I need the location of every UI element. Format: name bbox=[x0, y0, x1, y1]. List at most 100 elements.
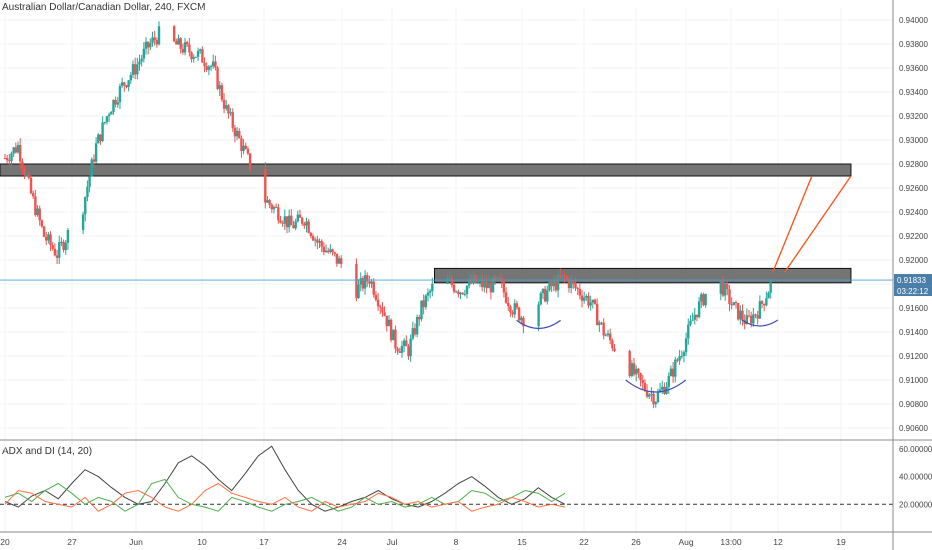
candle-body bbox=[689, 320, 692, 325]
candle-body bbox=[151, 37, 154, 44]
candle-body bbox=[565, 276, 569, 279]
candle-body bbox=[598, 322, 601, 326]
candle-body bbox=[179, 38, 182, 49]
candle-body bbox=[305, 221, 308, 226]
candle-body bbox=[34, 196, 37, 216]
candle-body bbox=[587, 295, 590, 306]
candle-body bbox=[552, 280, 555, 287]
candle-body bbox=[94, 143, 98, 162]
candle-body bbox=[697, 301, 701, 318]
price-tick-label: 0.92800 bbox=[899, 160, 928, 169]
candle-body bbox=[194, 56, 198, 58]
candle-body bbox=[190, 52, 193, 59]
candle-body bbox=[556, 274, 560, 291]
candle-body bbox=[695, 314, 699, 318]
candle-body bbox=[635, 368, 638, 375]
candle-body bbox=[522, 317, 525, 327]
candle-body bbox=[49, 234, 52, 246]
candle-body bbox=[55, 255, 59, 258]
candle-body bbox=[242, 145, 245, 152]
time-tick-label: 19 bbox=[836, 537, 846, 547]
candle-body bbox=[736, 303, 740, 320]
candle-body bbox=[281, 222, 284, 224]
candle-body bbox=[765, 298, 768, 306]
price-tick-label: 0.91600 bbox=[899, 304, 928, 313]
candle-body bbox=[608, 333, 612, 341]
candle-body bbox=[485, 281, 488, 289]
candle-body bbox=[628, 351, 631, 376]
candle-body bbox=[513, 303, 516, 315]
candle-body bbox=[81, 214, 85, 231]
candle-body bbox=[270, 204, 274, 210]
candle-body bbox=[511, 312, 514, 315]
candle-body bbox=[209, 66, 213, 68]
candle-body bbox=[186, 42, 189, 45]
candle-body bbox=[667, 376, 670, 388]
candle-body bbox=[398, 351, 401, 353]
candle-body bbox=[470, 278, 473, 283]
candle-body bbox=[420, 300, 423, 320]
candle-body bbox=[730, 304, 733, 306]
candle-body bbox=[507, 302, 510, 307]
candle-body bbox=[140, 58, 143, 62]
candle-body bbox=[602, 322, 605, 336]
candle-body bbox=[520, 317, 523, 321]
candle-body bbox=[476, 280, 480, 283]
candle-body bbox=[392, 329, 395, 341]
candle-body bbox=[248, 153, 252, 170]
candle-body bbox=[637, 368, 640, 374]
candle-body bbox=[767, 292, 770, 299]
candle-body bbox=[238, 130, 241, 139]
candle-body bbox=[199, 49, 202, 51]
candle-body bbox=[240, 138, 243, 152]
candle-body bbox=[363, 275, 367, 289]
candle-body bbox=[366, 275, 369, 282]
price-tick-label: 0.92000 bbox=[899, 256, 928, 265]
candle-body bbox=[496, 277, 499, 280]
candle-body bbox=[212, 61, 215, 67]
candle-body bbox=[721, 280, 725, 296]
candle-body bbox=[517, 307, 521, 321]
candle-body bbox=[546, 290, 549, 302]
candle-body bbox=[123, 82, 126, 86]
candle-body bbox=[201, 49, 204, 63]
candle-body bbox=[86, 186, 89, 197]
candle-body bbox=[326, 250, 330, 253]
candle-body bbox=[741, 310, 744, 321]
candle-body bbox=[682, 352, 686, 357]
candle-body bbox=[754, 314, 757, 316]
candle-body bbox=[383, 312, 386, 316]
candle-body bbox=[543, 288, 547, 302]
candle-body bbox=[149, 43, 152, 48]
indicator-tick-label: 20.00000 bbox=[899, 500, 932, 509]
candle-body bbox=[454, 291, 458, 293]
candle-body bbox=[567, 278, 571, 289]
projection-line bbox=[772, 175, 813, 273]
candle-body bbox=[118, 85, 122, 103]
candle-body bbox=[582, 297, 586, 301]
candle-body bbox=[428, 290, 432, 293]
candle-body bbox=[320, 241, 323, 247]
candle-body bbox=[97, 134, 100, 144]
time-tick-label: Jul bbox=[387, 537, 398, 547]
candle-body bbox=[18, 144, 22, 162]
time-tick-label: 26 bbox=[631, 537, 641, 547]
time-tick-label: 12 bbox=[773, 537, 783, 547]
candle-body bbox=[144, 41, 148, 49]
candle-body bbox=[448, 278, 451, 280]
candle-body bbox=[268, 200, 271, 205]
candle-body bbox=[372, 281, 375, 295]
candle-body bbox=[463, 294, 467, 296]
candle-body bbox=[758, 301, 762, 319]
candle-body bbox=[110, 112, 113, 115]
candle-body bbox=[307, 221, 310, 233]
candle-body bbox=[142, 48, 146, 59]
candle-body bbox=[409, 338, 412, 357]
candle-body bbox=[559, 274, 562, 278]
candle-body bbox=[207, 66, 211, 70]
candle-body bbox=[537, 304, 540, 327]
candle-body bbox=[402, 340, 406, 346]
candle-body bbox=[648, 394, 651, 397]
candle-body bbox=[316, 239, 319, 243]
